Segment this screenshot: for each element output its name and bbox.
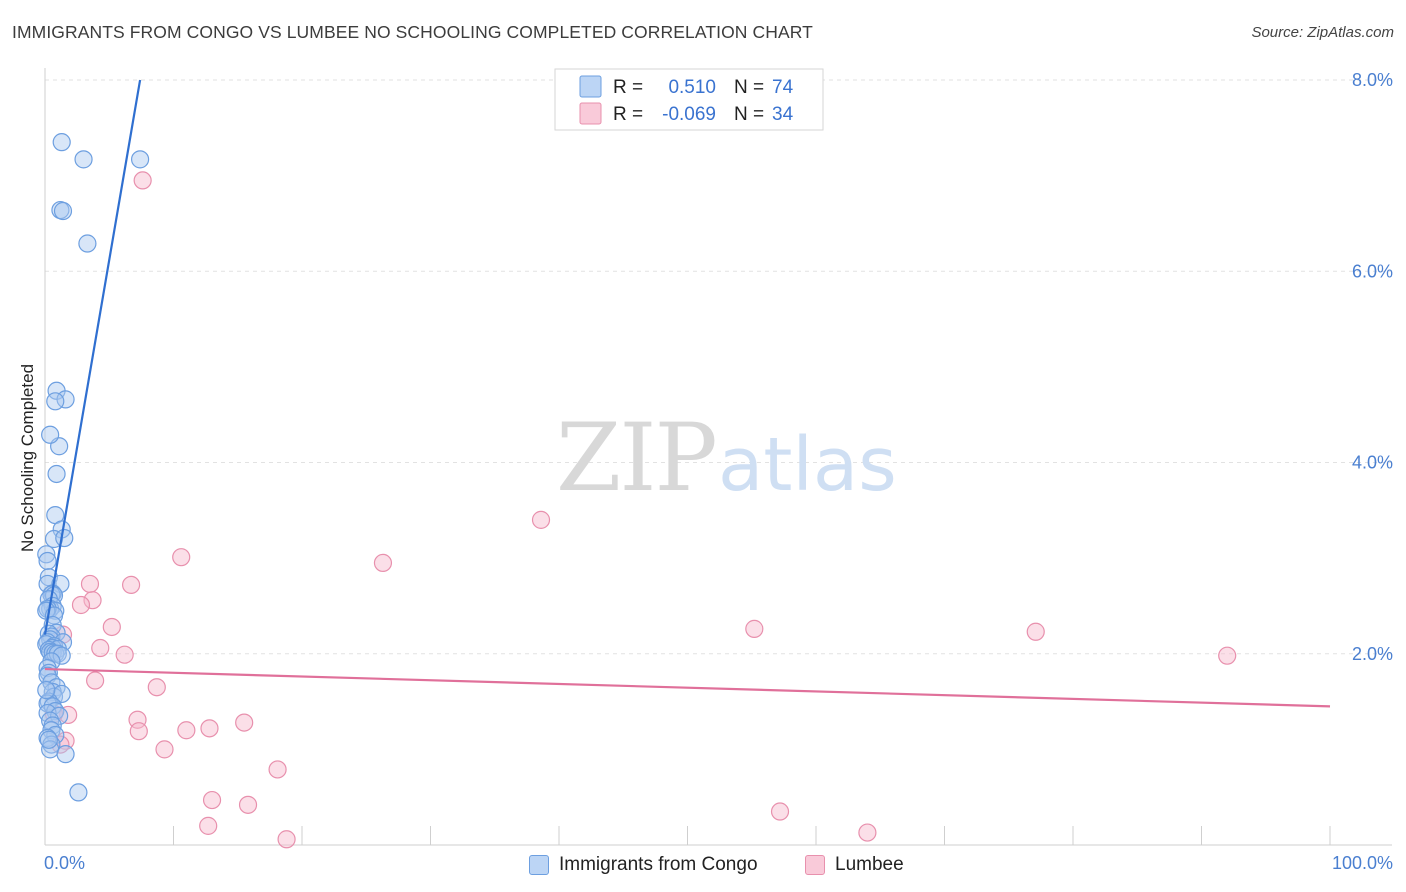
legend-label-congo: Immigrants from Congo — [559, 854, 758, 875]
lumbee-n-value: 34 — [772, 104, 794, 125]
y-tick-label-2: 6.0% — [1352, 261, 1393, 281]
legend-swatch-congo — [529, 855, 549, 875]
lumbee-point — [858, 823, 877, 842]
lumbee-point — [121, 575, 141, 595]
lumbee-point — [373, 553, 393, 573]
congo-point — [50, 706, 69, 726]
congo-point — [39, 730, 58, 749]
grid-lines — [45, 79, 1392, 655]
lumbee-trend-line — [44, 667, 1331, 708]
lumbee-point — [172, 548, 191, 567]
lumbee-point — [235, 713, 254, 732]
chart-title: IMMIGRANTS FROM CONGO VS LUMBEE NO SCHOO… — [12, 22, 813, 42]
legend-item-lumbee[interactable]: Lumbee — [805, 851, 904, 879]
congo-point — [78, 234, 97, 253]
lumbee-n-label: N = — [734, 104, 764, 125]
congo-point — [52, 133, 71, 152]
y-tick-label-0: 2.0% — [1352, 644, 1393, 664]
lumbee-point — [531, 510, 551, 529]
congo-point — [38, 551, 57, 571]
lumbee-point — [277, 830, 296, 849]
watermark-atlas: atlas — [718, 422, 897, 508]
congo-points — [37, 133, 150, 802]
congo-point — [69, 783, 88, 802]
lumbee-point — [129, 722, 148, 741]
congo-legend-swatch — [579, 75, 602, 98]
congo-point — [47, 464, 66, 484]
lumbee-point — [770, 802, 790, 821]
lumbee-point — [80, 574, 100, 594]
congo-trend-line — [43, 79, 142, 635]
lumbee-point — [268, 760, 287, 779]
y-tick-labels: 2.0% 4.0% 6.0% 8.0% — [1352, 70, 1393, 664]
x-tick-label-1: 100.0% — [1332, 853, 1393, 873]
congo-point — [74, 150, 93, 169]
congo-n-value: 74 — [772, 77, 794, 98]
legend-label-lumbee: Lumbee — [835, 854, 904, 875]
lumbee-point — [202, 790, 222, 810]
congo-n-label: N = — [734, 77, 764, 98]
trend-lines — [43, 79, 1331, 708]
congo-point — [46, 392, 65, 411]
watermark-zip: ZIP — [556, 404, 716, 513]
congo-point — [56, 745, 75, 764]
congo-point — [37, 680, 56, 700]
source-label: Source: ZipAtlas.com — [1251, 24, 1394, 41]
x-tick-label-0: 0.0% — [44, 853, 85, 873]
lumbee-point — [133, 171, 152, 190]
lumbee-point — [745, 619, 764, 638]
lumbee-point — [147, 678, 166, 697]
congo-point — [52, 646, 71, 665]
lumbee-point — [71, 595, 91, 615]
lumbee-point — [199, 816, 218, 835]
congo-r-label: R = — [613, 77, 643, 98]
legend-swatch-lumbee — [805, 855, 825, 875]
lumbee-r-label: R = — [613, 104, 643, 125]
lumbee-point — [83, 591, 102, 610]
lumbee-point — [86, 671, 105, 690]
x-tick-labels: 0.0% 100.0% — [44, 853, 1393, 873]
lumbee-point — [200, 719, 219, 738]
series-legend: Immigrants from Congo Lumbee — [0, 851, 1406, 879]
legend-item-congo[interactable]: Immigrants from Congo — [529, 851, 758, 879]
congo-point — [130, 150, 150, 169]
y-tick-label-3: 8.0% — [1352, 70, 1393, 90]
lumbee-point — [238, 795, 258, 814]
lumbee-point — [177, 721, 196, 740]
watermark: ZIP atlas — [556, 404, 897, 513]
lumbee-point — [115, 645, 134, 664]
congo-point — [37, 545, 56, 564]
congo-r-value: 0.510 — [668, 77, 716, 98]
stats-legend: R = 0.510 N = 74 R = -0.069 N = 34 — [554, 68, 824, 131]
lumbee-point — [128, 710, 147, 729]
congo-point — [51, 574, 70, 594]
lumbee-point — [102, 617, 121, 637]
lumbee-point — [155, 740, 174, 759]
congo-point — [41, 425, 60, 444]
lumbee-legend-swatch — [579, 102, 602, 125]
lumbee-point — [1026, 622, 1045, 641]
congo-point — [53, 201, 73, 221]
lumbee-r-value: -0.069 — [662, 104, 716, 125]
y-tick-label-1: 4.0% — [1352, 453, 1393, 473]
lumbee-point — [1218, 646, 1237, 665]
congo-point — [55, 528, 74, 548]
congo-point — [38, 574, 57, 594]
axes — [44, 68, 1392, 846]
lumbee-point — [91, 638, 110, 658]
